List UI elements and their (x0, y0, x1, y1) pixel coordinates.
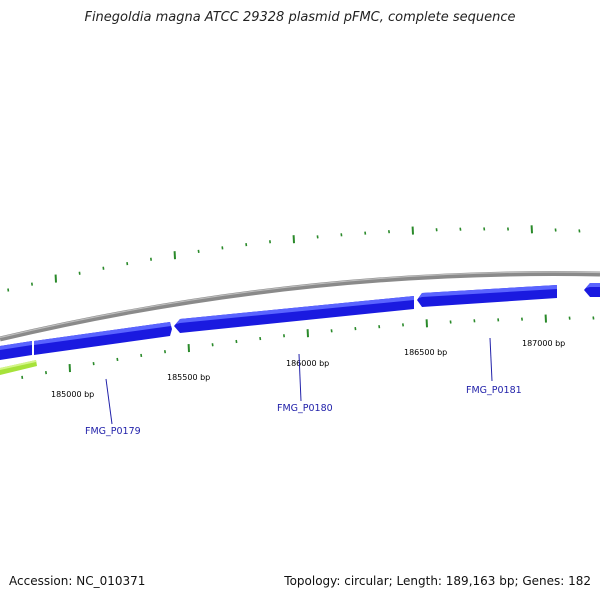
bp-label-185500: 185500 bp (167, 373, 210, 382)
gene-arrow-right[interactable] (584, 283, 600, 297)
bp-label-186000: 186000 bp (286, 359, 329, 368)
bp-label-187000: 187000 bp (522, 339, 565, 348)
leader-line-fmg-p0181 (489, 337, 493, 382)
gene-arrow-fmg-p0181[interactable] (417, 285, 557, 307)
bp-label-186500: 186500 bp (404, 348, 447, 357)
map-title: Finegoldia magna ATCC 29328 plasmid pFMC… (84, 10, 516, 25)
gene-label-fmg-p0179[interactable]: FMG_P0179 (85, 426, 141, 437)
inner-tick-ring (21, 314, 595, 379)
accession-text: Accession: NC_010371 (9, 574, 146, 588)
sequence-backbone (0, 271, 600, 342)
sequence-summary: Topology: circular; Length: 189,163 bp; … (284, 574, 591, 588)
outer-tick-ring (7, 225, 581, 292)
leader-line-fmg-p0179 (105, 378, 113, 425)
gene-label-fmg-p0181[interactable]: FMG_P0181 (466, 385, 522, 396)
gene-arrow-fmg-p0179[interactable] (34, 322, 172, 355)
bp-label-185000: 185000 bp (51, 390, 94, 399)
gene-label-fmg-p0180[interactable]: FMG_P0180 (277, 403, 333, 414)
gene-arrow-left[interactable] (0, 341, 32, 360)
gene-arrow-fmg-p0180[interactable] (174, 296, 414, 333)
leader-line-fmg-p0180 (298, 353, 302, 402)
